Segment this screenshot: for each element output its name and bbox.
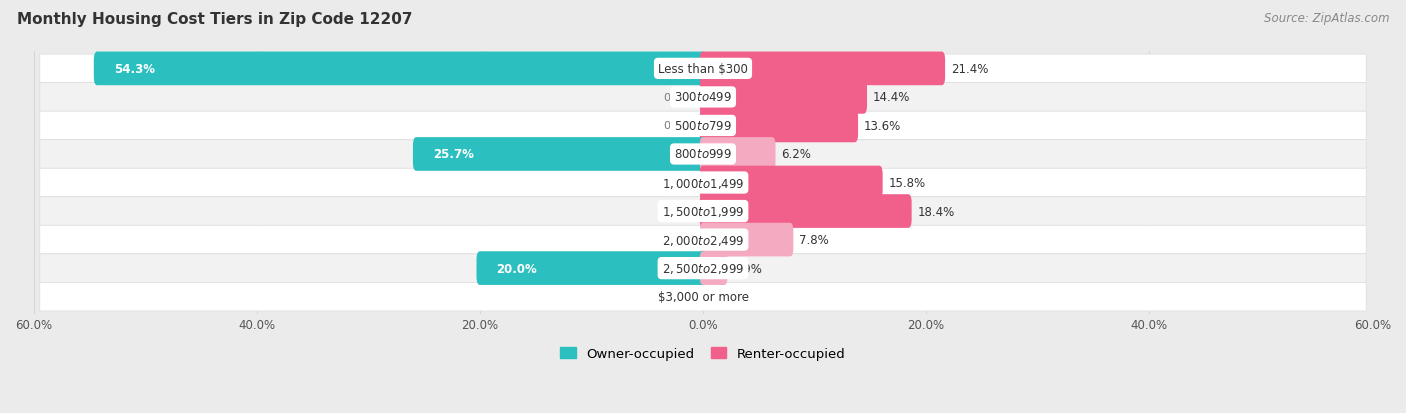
Text: 0.0%: 0.0% [664,235,692,245]
Text: 7.8%: 7.8% [799,233,828,247]
Text: 0.0%: 0.0% [664,206,692,216]
FancyBboxPatch shape [700,252,727,285]
Text: $3,000 or more: $3,000 or more [658,290,748,304]
Legend: Owner-occupied, Renter-occupied: Owner-occupied, Renter-occupied [555,342,851,365]
Text: $1,500 to $1,999: $1,500 to $1,999 [662,204,744,218]
FancyBboxPatch shape [39,169,1367,197]
FancyBboxPatch shape [700,52,945,86]
FancyBboxPatch shape [39,254,1367,282]
Text: Source: ZipAtlas.com: Source: ZipAtlas.com [1264,12,1389,25]
Text: 25.7%: 25.7% [433,148,474,161]
Text: 21.4%: 21.4% [950,63,988,76]
Text: 0.0%: 0.0% [714,292,742,302]
FancyBboxPatch shape [94,52,706,86]
Text: 1.9%: 1.9% [733,262,763,275]
Text: $2,500 to $2,999: $2,500 to $2,999 [662,261,744,275]
Text: 0.0%: 0.0% [664,121,692,131]
FancyBboxPatch shape [700,166,883,200]
Text: 6.2%: 6.2% [782,148,811,161]
FancyBboxPatch shape [700,138,776,171]
Text: $2,000 to $2,499: $2,000 to $2,499 [662,233,744,247]
Text: $300 to $499: $300 to $499 [673,91,733,104]
FancyBboxPatch shape [477,252,706,285]
FancyBboxPatch shape [39,197,1367,226]
Text: Less than $300: Less than $300 [658,63,748,76]
Text: 54.3%: 54.3% [114,63,155,76]
FancyBboxPatch shape [700,81,868,114]
FancyBboxPatch shape [39,55,1367,83]
FancyBboxPatch shape [39,112,1367,140]
Text: 13.6%: 13.6% [863,120,901,133]
Text: $1,000 to $1,499: $1,000 to $1,499 [662,176,744,190]
Text: Monthly Housing Cost Tiers in Zip Code 12207: Monthly Housing Cost Tiers in Zip Code 1… [17,12,412,27]
FancyBboxPatch shape [39,140,1367,169]
FancyBboxPatch shape [700,109,858,143]
Text: $500 to $799: $500 to $799 [673,120,733,133]
Text: 20.0%: 20.0% [496,262,537,275]
FancyBboxPatch shape [39,83,1367,112]
FancyBboxPatch shape [700,195,911,228]
Text: 0.0%: 0.0% [664,178,692,188]
Text: 0.0%: 0.0% [664,292,692,302]
FancyBboxPatch shape [39,282,1367,311]
FancyBboxPatch shape [700,223,793,257]
Text: $800 to $999: $800 to $999 [673,148,733,161]
Text: 14.4%: 14.4% [873,91,910,104]
FancyBboxPatch shape [39,226,1367,254]
Text: 0.0%: 0.0% [664,93,692,103]
Text: 18.4%: 18.4% [917,205,955,218]
FancyBboxPatch shape [413,138,706,171]
Text: 15.8%: 15.8% [889,177,925,190]
